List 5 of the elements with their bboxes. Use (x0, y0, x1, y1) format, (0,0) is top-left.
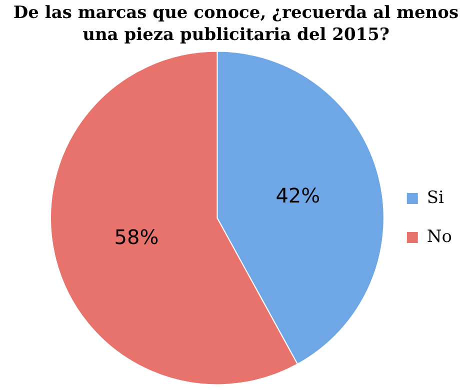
chart-title: De las marcas que conoce, ¿recuerda al menos una pieza publicitaria del 2015? (12, 2, 460, 46)
data-label: 58% (114, 224, 159, 249)
legend-label: Si (426, 188, 445, 208)
legend-label: No (426, 226, 452, 247)
data-label: 42% (276, 183, 320, 208)
